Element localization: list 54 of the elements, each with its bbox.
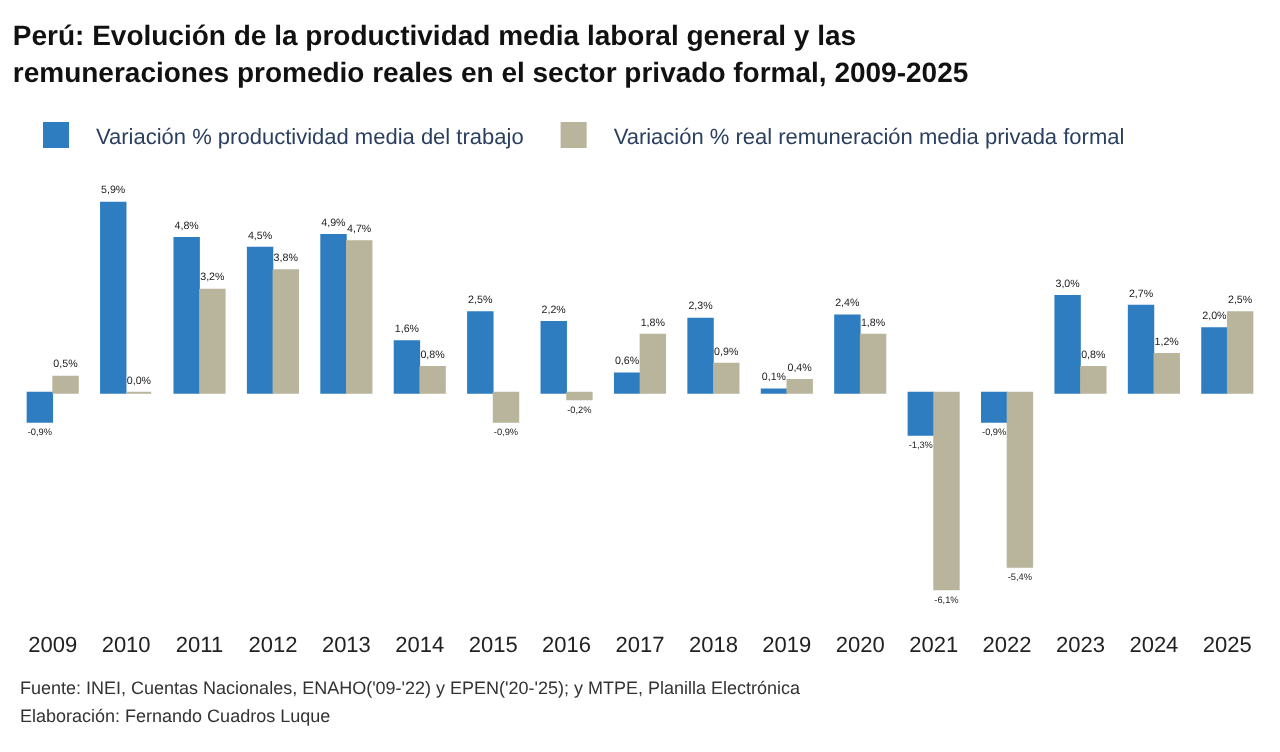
bar — [1006, 391, 1034, 568]
bar — [1226, 311, 1254, 394]
x-tick-label: 2017 — [615, 634, 665, 658]
bar — [419, 366, 446, 394]
x-tick-label: 2019 — [762, 634, 812, 658]
x-tick-label: 2021 — [909, 634, 959, 658]
bar — [859, 333, 887, 394]
bar — [467, 311, 494, 394]
legend-label: Variación % real remuneración media privada formal — [613, 125, 1125, 150]
x-tick-label: 2025 — [1202, 634, 1252, 658]
bar — [834, 314, 861, 394]
x-tick-label: 2012 — [248, 634, 298, 658]
bar — [933, 391, 960, 591]
bar — [613, 372, 641, 394]
bar — [639, 333, 667, 394]
x-tick-label: 2020 — [835, 634, 885, 658]
x-tick-label: 2016 — [542, 634, 592, 658]
bar — [1127, 304, 1155, 394]
x-tick-label: 2013 — [321, 634, 371, 658]
bar — [173, 237, 200, 394]
x-tick-label: 2009 — [28, 634, 78, 658]
bar — [687, 317, 714, 394]
text: Elaboración: Fernando Cuadros Luque — [20, 706, 331, 726]
bar — [566, 391, 593, 401]
x-tick-label: 2010 — [101, 634, 151, 658]
bar — [492, 391, 520, 423]
x-tick-label: 2015 — [468, 634, 518, 658]
bar — [786, 378, 813, 394]
bar — [320, 233, 347, 394]
x-tick-label: 2018 — [688, 634, 738, 658]
x-tick-label: 2022 — [982, 634, 1032, 658]
bar — [907, 391, 934, 436]
chart-title: Perú: Evolución de la productividad media laboral general y las remuneraciones promedio reales en el sector privado formal, 2009-2025 — [12, 19, 969, 88]
bar — [100, 201, 127, 394]
bar — [981, 391, 1008, 423]
bar — [1054, 295, 1081, 394]
bar — [1201, 327, 1228, 394]
bar — [52, 375, 79, 394]
x-tick-label: 2014 — [395, 634, 445, 658]
bar — [393, 340, 421, 394]
bar — [713, 362, 740, 394]
legend-label: Variación % productividad media del trabajo — [96, 125, 524, 150]
bar — [1153, 353, 1180, 394]
x-tick-label: 2011 — [175, 634, 224, 658]
bar — [540, 320, 567, 394]
bar — [1080, 366, 1107, 394]
bar — [199, 288, 226, 394]
bar — [26, 391, 54, 423]
bar — [272, 269, 299, 394]
x-tick-label: 2023 — [1056, 634, 1105, 658]
bar — [346, 240, 373, 394]
x-tick-label: 2024 — [1129, 634, 1179, 658]
bar — [246, 246, 274, 394]
source-note: Fuente: INEI, Cuentas Nacionales, ENAHO('09-'22) y EPEN('20-'25); y MTPE, Planilla Electrónica — [20, 678, 801, 698]
